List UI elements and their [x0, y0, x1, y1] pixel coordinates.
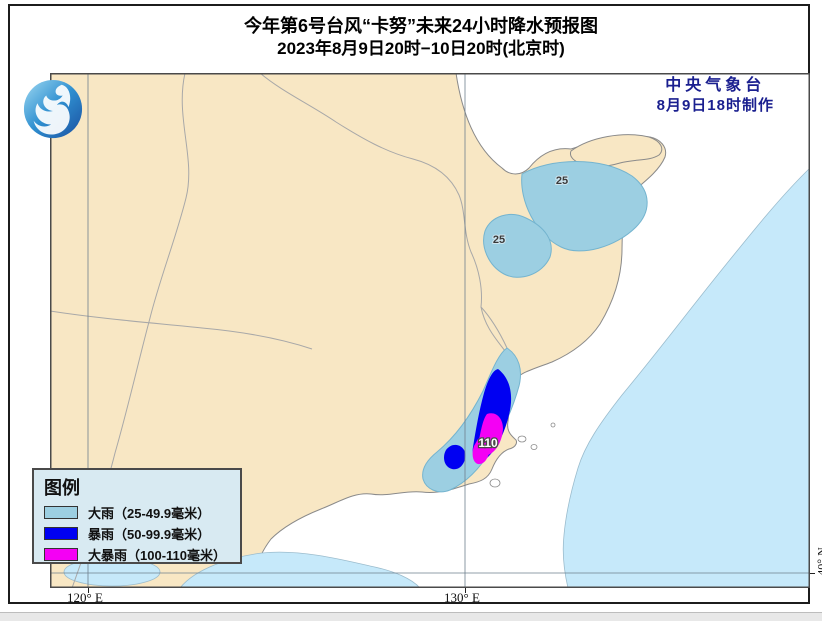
lat-label-40n: 40° N — [815, 542, 822, 582]
island-icon — [551, 423, 555, 427]
island-icon — [490, 479, 500, 487]
map-legend: 图例 大雨（25-49.9毫米） 暴雨（50-99.9毫米） 大暴雨（100-1… — [32, 468, 242, 564]
legend-title: 图例 — [44, 474, 240, 500]
source-block: 中央气象台 8月9日18时制作 — [657, 76, 774, 116]
legend-row-heavy-rain: 大雨（25-49.9毫米） — [44, 502, 240, 523]
heavy-rain-label: 大雨（25-49.9毫米） — [88, 503, 210, 522]
contour-label-lower: 25 — [493, 234, 505, 246]
legend-row-severe-storm: 大暴雨（100-110毫米） — [44, 544, 240, 565]
lon-label-120e: 120° E — [67, 590, 103, 606]
title-block: 今年第6号台风“卡努”未来24小时降水预报图 2023年8月9日20时−10日2… — [10, 14, 822, 60]
island-icon — [531, 445, 537, 450]
severe-storm-label: 大暴雨（100-110毫米） — [88, 545, 226, 564]
cma-logo-icon — [22, 78, 84, 140]
map-subtitle: 2023年8月9日20时−10日20时(北京时) — [10, 38, 822, 60]
outer-frame: 今年第6号台风“卡努”未来24小时降水预报图 2023年8月9日20时−10日2… — [8, 4, 810, 604]
severe-storm-swatch — [44, 548, 78, 561]
storm-rain-label: 暴雨（50-99.9毫米） — [88, 524, 210, 543]
storm-rain-swatch — [44, 527, 78, 540]
contour-label-upper: 25 — [556, 175, 568, 187]
map-title: 今年第6号台风“卡努”未来24小时降水预报图 — [10, 14, 822, 38]
issue-time: 8月9日18时制作 — [657, 96, 774, 116]
heavy-rain-swatch — [44, 506, 78, 519]
legend-row-storm-rain: 暴雨（50-99.9毫米） — [44, 523, 240, 544]
agency-name: 中央气象台 — [657, 76, 774, 96]
max-rain-label: 110 — [478, 436, 498, 450]
lon-label-130e: 130° E — [444, 590, 480, 606]
island-icon — [518, 436, 526, 442]
